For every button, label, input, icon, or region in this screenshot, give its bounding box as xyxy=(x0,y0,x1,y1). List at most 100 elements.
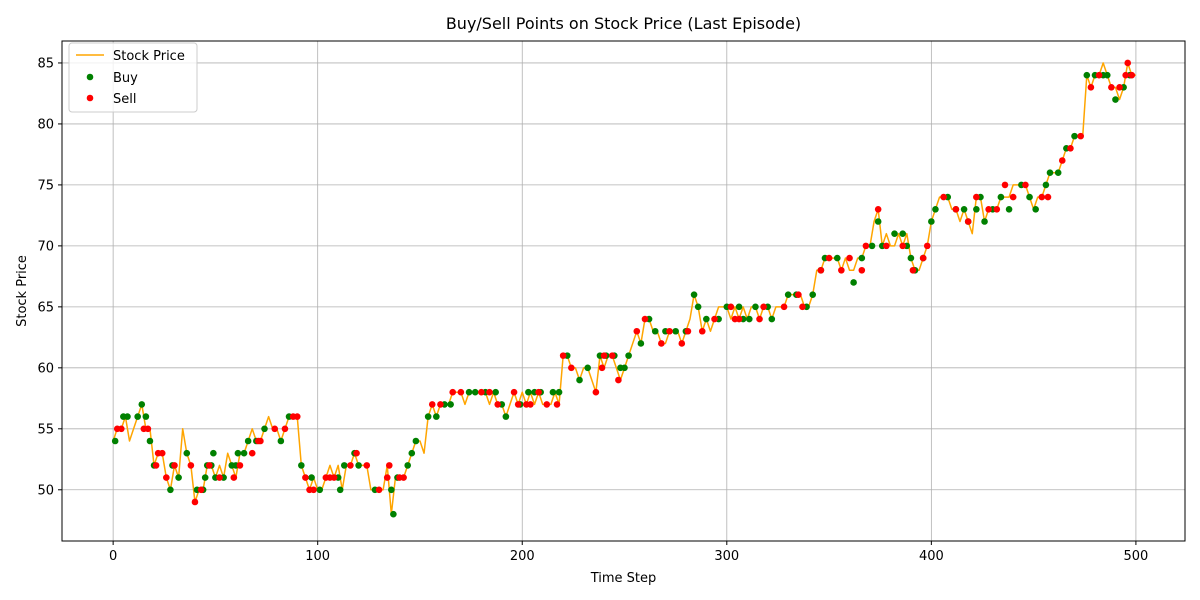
buy-point xyxy=(234,449,242,457)
buy-point xyxy=(298,462,305,469)
buy-point xyxy=(447,401,454,408)
buy-point xyxy=(111,437,119,445)
sell-point xyxy=(144,425,152,433)
buy-point xyxy=(404,462,412,469)
legend-sell-marker xyxy=(86,94,94,102)
x-tick-label: 200 xyxy=(510,549,535,564)
sell-point xyxy=(1124,59,1132,67)
sell-point xyxy=(559,352,567,359)
buy-point xyxy=(412,437,420,445)
sell-point xyxy=(353,449,360,457)
sell-point xyxy=(862,242,870,250)
buy-point xyxy=(833,254,841,262)
buy-point xyxy=(433,413,440,420)
buy-point xyxy=(1005,205,1013,213)
axis-ticks: 0 100 200 300 400 500 50 55 60 65 70 75 80 85 xyxy=(37,56,1148,564)
sell-point xyxy=(248,449,256,457)
buy-point xyxy=(874,218,882,225)
buy-point xyxy=(703,315,710,323)
buy-point xyxy=(973,205,980,213)
buy-point xyxy=(390,510,397,518)
sell-point xyxy=(952,205,960,213)
sell-point xyxy=(799,303,806,311)
sell-point xyxy=(825,254,833,262)
buy-point xyxy=(690,291,698,298)
sell-point xyxy=(698,327,706,335)
sell-point xyxy=(727,303,735,311)
legend: Stock Price Buy Sell xyxy=(68,42,198,113)
buy-point xyxy=(1046,169,1054,177)
buy-point xyxy=(471,388,479,396)
sell-point xyxy=(216,474,223,481)
sell-point xyxy=(858,266,866,274)
legend-label-buy: Buy xyxy=(113,71,138,86)
buy-point xyxy=(124,413,131,420)
sell-point xyxy=(553,401,561,408)
sell-point xyxy=(993,205,1001,213)
sell-point xyxy=(838,266,845,274)
trade-points-layer xyxy=(111,59,1136,518)
grid-lines xyxy=(62,41,1185,541)
buy-point xyxy=(336,486,344,494)
sell-point xyxy=(780,303,788,311)
buy-point xyxy=(134,413,141,420)
sell-point xyxy=(1087,84,1095,91)
sell-point xyxy=(1044,193,1052,201)
y-tick-label: 55 xyxy=(37,422,54,437)
x-tick-label: 500 xyxy=(1123,549,1148,564)
sell-point xyxy=(973,193,980,201)
sell-point xyxy=(191,498,199,506)
sell-point xyxy=(1009,193,1017,201)
buy-point xyxy=(997,193,1005,201)
sell-point xyxy=(510,388,518,396)
sell-point xyxy=(1116,84,1123,91)
buy-point xyxy=(625,352,632,359)
legend-label-stock-price: Stock Price xyxy=(113,49,185,64)
buy-point xyxy=(621,364,628,372)
sell-point xyxy=(527,401,534,408)
y-tick-label: 60 xyxy=(37,361,54,376)
buy-point xyxy=(576,376,583,384)
sell-point xyxy=(158,449,166,457)
sell-point xyxy=(152,462,160,469)
y-tick-label: 70 xyxy=(37,239,54,254)
sell-point xyxy=(711,315,718,323)
sell-point xyxy=(271,425,279,433)
buy-point xyxy=(768,315,776,323)
x-axis-label: Time Step xyxy=(590,571,657,586)
buy-point xyxy=(201,474,209,481)
sell-point xyxy=(281,425,289,433)
sell-point xyxy=(1095,71,1103,79)
sell-point xyxy=(118,425,125,433)
sell-point xyxy=(909,266,917,274)
sell-point xyxy=(678,340,686,347)
buy-point xyxy=(891,230,898,237)
buy-point xyxy=(210,449,217,457)
sell-point xyxy=(1122,71,1129,79)
sell-point xyxy=(633,327,641,335)
sell-point xyxy=(428,401,436,408)
sell-point xyxy=(383,474,391,481)
plot-frame xyxy=(61,40,1186,542)
sell-point xyxy=(940,193,947,201)
sell-point xyxy=(600,352,608,359)
sell-point xyxy=(666,327,673,335)
buy-point xyxy=(928,218,935,225)
sell-point xyxy=(514,401,522,408)
buy-point xyxy=(735,303,743,311)
buy-point xyxy=(899,230,907,237)
y-tick-label: 65 xyxy=(37,300,54,315)
sell-point xyxy=(985,205,992,213)
buy-point xyxy=(672,327,679,335)
sell-point xyxy=(658,340,665,347)
buy-point xyxy=(1071,132,1078,140)
buy-point xyxy=(651,327,659,335)
buy-point xyxy=(1026,193,1033,201)
buy-point xyxy=(502,413,510,420)
buy-point xyxy=(167,486,174,494)
sell-point xyxy=(363,462,371,469)
y-tick-label: 50 xyxy=(37,483,54,498)
sell-point xyxy=(293,413,301,420)
x-tick-label: 100 xyxy=(305,549,330,564)
